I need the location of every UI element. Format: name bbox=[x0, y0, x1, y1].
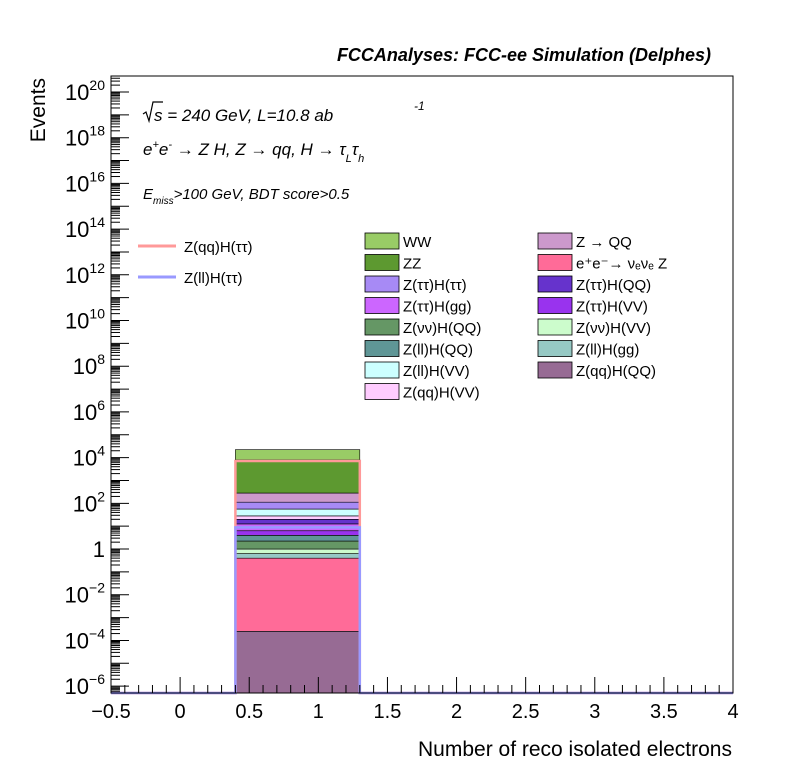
signal-line-z-qq-h bbox=[111, 459, 733, 695]
bar-e-e-e-e-z bbox=[235, 557, 361, 632]
x-tick-label: 1 bbox=[313, 701, 324, 723]
legend-swatch-z-h-gg bbox=[364, 297, 400, 314]
legend-label-z-h-vv: Z(ττ)H(VV) bbox=[576, 299, 648, 316]
legend-swatch-zz bbox=[364, 254, 400, 271]
bar-ww bbox=[235, 449, 361, 461]
bar-z-h-qq bbox=[235, 519, 361, 525]
selection-text: Emiss>100 GeV, BDT score>0.5 bbox=[143, 186, 350, 207]
legend-swatch-z-h-qq bbox=[364, 318, 400, 336]
legend-label-z-qq-h-qq: Z(qq)H(QQ) bbox=[576, 363, 656, 380]
y-axis: 10−6 10−4 10−2 1 102 104 106 108 1010 1012 1014 101… bbox=[65, 75, 129, 699]
x-axis: −0.5 0 0.5 1 1.5 2 2.5 3 3.5 4 bbox=[91, 677, 739, 723]
bar-z-ll-h-qq bbox=[235, 535, 361, 542]
x-axis-label: Number of reco isolated electrons bbox=[418, 738, 732, 761]
chart-title: FCCAnalyses: FCC-ee Simulation (Delphes) bbox=[337, 45, 711, 65]
legend-label-z-ll-h-gg: Z(ll)H(gg) bbox=[576, 342, 639, 359]
y-tick-label: 10−2 bbox=[65, 580, 106, 608]
bar-z-ll-h-vv bbox=[235, 508, 361, 517]
x-tick-label: 0.5 bbox=[235, 701, 263, 723]
legend-signals: Z(qq)H(ττ) Z(ll)H(ττ) bbox=[138, 239, 253, 287]
legend-swatch-z-ll-h-vv bbox=[364, 361, 400, 379]
legend-swatch-z-h-qq bbox=[537, 275, 573, 293]
bar-z-qq-h-vv bbox=[235, 515, 361, 520]
legend-label-z-h-qq: Z(νν)H(QQ) bbox=[403, 320, 481, 337]
legend-label-z-h-qq: Z(ττ)H(QQ) bbox=[576, 277, 651, 294]
legend-label-z-h-vv: Z(νν)H(VV) bbox=[576, 320, 651, 337]
legend-label-z-ll-h-qq: Z(ll)H(QQ) bbox=[403, 342, 473, 359]
x-tick-label: 2 bbox=[451, 701, 462, 723]
x-tick-label: 1.5 bbox=[374, 701, 402, 723]
y-axis-label: Events bbox=[27, 78, 50, 142]
signal-lines bbox=[111, 459, 733, 695]
legend-backgrounds-col1: WW ZZ Z(ττ)H(ττ) Z(ττ)H(gg) Z(νν)H(QQ) Z(ll)H… bbox=[364, 232, 481, 402]
legend-label-z-qq: Z → QQ bbox=[576, 234, 632, 251]
legend-label-z-ll-h: Z(ll)H(ττ) bbox=[184, 270, 243, 287]
legend-backgrounds-col2: Z → QQ e⁺e⁻→ νₑνₑ Z Z(ττ)H(QQ) Z(ττ)H(VV) Z(… bbox=[537, 232, 667, 380]
y-tick-label: 104 bbox=[73, 443, 105, 471]
legend-label-z-qq-h-vv: Z(qq)H(VV) bbox=[403, 385, 480, 402]
x-tick-label: −0.5 bbox=[91, 701, 130, 723]
legend-swatch-z-ll-h-gg bbox=[537, 340, 573, 357]
annotation-sqrt-s: s = 240 GeV, L=10.8 ab -1 bbox=[142, 99, 425, 125]
legend-label-z-ll-h-vv: Z(ll)H(VV) bbox=[403, 363, 470, 380]
y-tick-label: 10−6 bbox=[65, 671, 106, 699]
bar-z-h-qq bbox=[235, 540, 361, 550]
x-tick-label: 3.5 bbox=[650, 701, 678, 723]
legend-swatch-z-qq-h-qq bbox=[537, 361, 573, 379]
bar-z-h-vv bbox=[235, 548, 361, 554]
legend-swatch-z-qq bbox=[537, 232, 573, 250]
bar-zz bbox=[235, 459, 361, 494]
legend-label-z-h-gg: Z(ττ)H(gg) bbox=[403, 299, 472, 316]
legend-label-z-qq-h: Z(qq)H(ττ) bbox=[184, 239, 253, 256]
plot-frame bbox=[110, 75, 734, 694]
bar-z-h bbox=[235, 501, 361, 510]
y-tick-label: 1012 bbox=[65, 260, 105, 288]
bar-z-qq-h-qq bbox=[235, 630, 361, 694]
y-tick-label: 1018 bbox=[65, 123, 105, 151]
legend-swatch-z-qq-h-vv bbox=[364, 383, 400, 400]
legend-label-e-e-z: e⁺e⁻→ νₑνₑ Z bbox=[576, 256, 667, 273]
x-tick-label: 4 bbox=[727, 701, 738, 723]
x-tick-label: 0 bbox=[175, 701, 186, 723]
legend-swatch-z-ll-h-qq bbox=[364, 340, 400, 357]
legend-swatch-z-h-vv bbox=[537, 318, 573, 336]
stacked-bars bbox=[235, 449, 361, 694]
legend-label-z-h: Z(ττ)H(ττ) bbox=[403, 277, 467, 294]
legend-swatch-e-e-z bbox=[537, 254, 573, 271]
bar-z-qq bbox=[235, 492, 361, 503]
annotation-process: e+e- → Z H, Z → qq, H → τLτh bbox=[143, 139, 364, 165]
y-tick-label: 10−4 bbox=[65, 625, 106, 653]
y-tick-label: 1020 bbox=[65, 77, 105, 105]
process-text: e+e- → Z H, Z → qq, H → τLτh bbox=[143, 139, 364, 165]
y-tick-label: 1010 bbox=[65, 306, 105, 334]
x-tick-label: 3 bbox=[589, 701, 600, 723]
x-tick-label: 2.5 bbox=[512, 701, 540, 723]
sqrt-symbol bbox=[142, 101, 163, 124]
y-tick-label: 106 bbox=[73, 397, 105, 425]
bar-z-ll-h-gg bbox=[235, 553, 361, 559]
sqrt-s-text: s = 240 GeV, L=10.8 ab bbox=[154, 106, 333, 125]
signal-line-z-ll-h bbox=[111, 526, 733, 695]
y-tick-label: 1 bbox=[93, 537, 105, 562]
bar-z-h-vv bbox=[235, 530, 361, 536]
y-tick-label: 1014 bbox=[65, 214, 105, 242]
legend-label-zz: ZZ bbox=[403, 256, 421, 273]
legend-swatch-z-h bbox=[364, 275, 400, 293]
y-tick-label: 102 bbox=[73, 488, 105, 516]
legend-label-ww: WW bbox=[403, 234, 432, 251]
lumi-exponent: -1 bbox=[414, 99, 425, 113]
annotation-selection: Emiss>100 GeV, BDT score>0.5 bbox=[143, 186, 350, 207]
legend-swatch-ww bbox=[364, 232, 400, 250]
legend-swatch-z-h-vv bbox=[537, 297, 573, 314]
y-tick-label: 108 bbox=[73, 351, 105, 379]
y-tick-label: 1016 bbox=[65, 168, 105, 196]
